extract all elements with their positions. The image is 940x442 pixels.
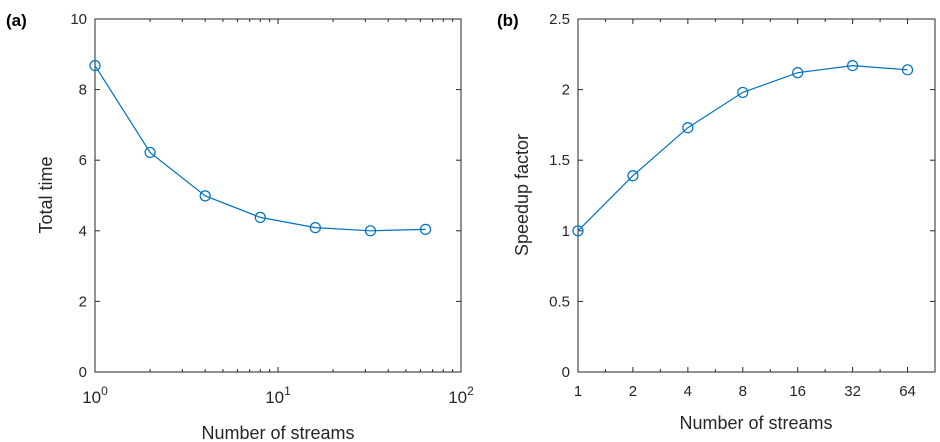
data-point-marker [309,222,321,234]
y-tick-label: 4 [79,223,87,240]
series-line [94,65,426,232]
data-point-marker [737,86,749,99]
data-point-marker [419,223,432,235]
data-point-marker [792,67,804,79]
panel-b-axes-frame [577,18,936,373]
series-line [577,64,908,232]
y-tick-label: 10 [70,11,87,28]
y-tick-label: 6 [79,152,87,169]
x-tick-label: 16 [789,383,806,400]
x-tick-label: 100 [82,384,108,407]
x-tick-label: 64 [899,383,916,400]
y-tick-label: 0 [562,364,570,381]
y-tick-label: 2 [79,293,87,310]
y-tick-label: 0.5 [549,293,570,310]
panel-b-ticks: 0 0.5 1 1.5 2 2.5 1 2 4 8 16 32 64 [549,11,935,400]
x-tick-label: 8 [739,383,747,400]
x-tick-label: 32 [844,383,861,400]
panel-a-y-axis-label: Total time [36,156,56,233]
panel-a-tag: (a) [6,11,27,30]
data-point-marker [682,122,694,134]
y-tick-label: 1.5 [549,152,570,169]
y-tick-label: 1 [562,223,570,240]
panel-a-plot-area [89,59,432,237]
y-tick-label: 2.5 [549,11,570,28]
data-point-marker [572,225,584,237]
x-tick-label: 101 [265,384,291,407]
x-tick-label-exponent: 1 [284,384,291,398]
panel-a-x-axis-label: Number of streams [201,423,354,442]
panel-a-axes-frame [94,18,462,373]
data-point-marker [901,64,914,76]
x-tick-label-base: 10 [265,388,284,407]
panel-b-y-axis-label: Speedup factor [512,134,532,256]
x-tick-label: 102 [448,384,474,407]
x-tick-label-exponent: 2 [467,384,474,398]
panel-b-tag: (b) [497,11,519,30]
data-point-marker [627,170,639,182]
x-tick-label: 4 [684,383,692,400]
data-point-marker [89,59,101,72]
y-tick-label: 8 [79,82,87,99]
data-point-marker [199,190,211,202]
data-point-marker [364,225,377,237]
x-tick-label-base: 10 [82,388,101,407]
data-point-marker [847,59,859,72]
y-tick-label: 0 [79,364,87,381]
panel-b-x-axis-label: Number of streams [679,413,832,433]
x-tick-label: 2 [629,383,637,400]
data-point-marker [144,146,156,159]
y-tick-label: 2 [562,82,570,99]
x-tick-label-base: 10 [448,388,467,407]
data-point-marker [254,211,266,223]
panel-b-speedup: (b) 0 0.5 1 1.5 2 2.5 1 2 4 8 16 32 64 Number of str… [497,11,936,433]
x-tick-label: 1 [574,383,582,400]
x-tick-label-exponent: 0 [101,384,108,398]
panel-b-plot-area [572,59,914,237]
